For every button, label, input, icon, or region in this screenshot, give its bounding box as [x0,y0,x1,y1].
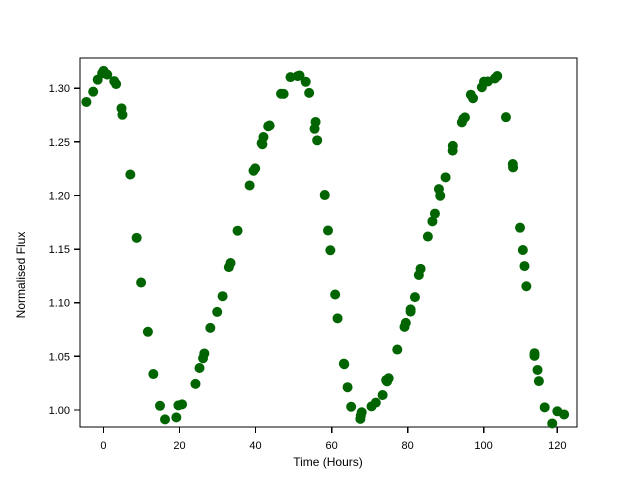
svg-text:100: 100 [474,440,492,452]
svg-text:20: 20 [173,440,185,452]
svg-text:1.30: 1.30 [49,83,70,95]
svg-text:1.00: 1.00 [49,405,70,417]
svg-text:1.25: 1.25 [49,137,70,149]
svg-text:1.05: 1.05 [49,351,70,363]
svg-text:1.10: 1.10 [49,298,70,310]
svg-text:Normalised Flux: Normalised Flux [14,232,28,319]
svg-text:40: 40 [249,440,261,452]
svg-text:60: 60 [325,440,337,452]
svg-text:1.20: 1.20 [49,191,70,203]
svg-text:1.15: 1.15 [49,244,70,256]
svg-text:Time (Hours): Time (Hours) [293,455,363,469]
svg-text:120: 120 [548,440,566,452]
svg-text:80: 80 [401,440,413,452]
svg-text:0: 0 [100,440,106,452]
